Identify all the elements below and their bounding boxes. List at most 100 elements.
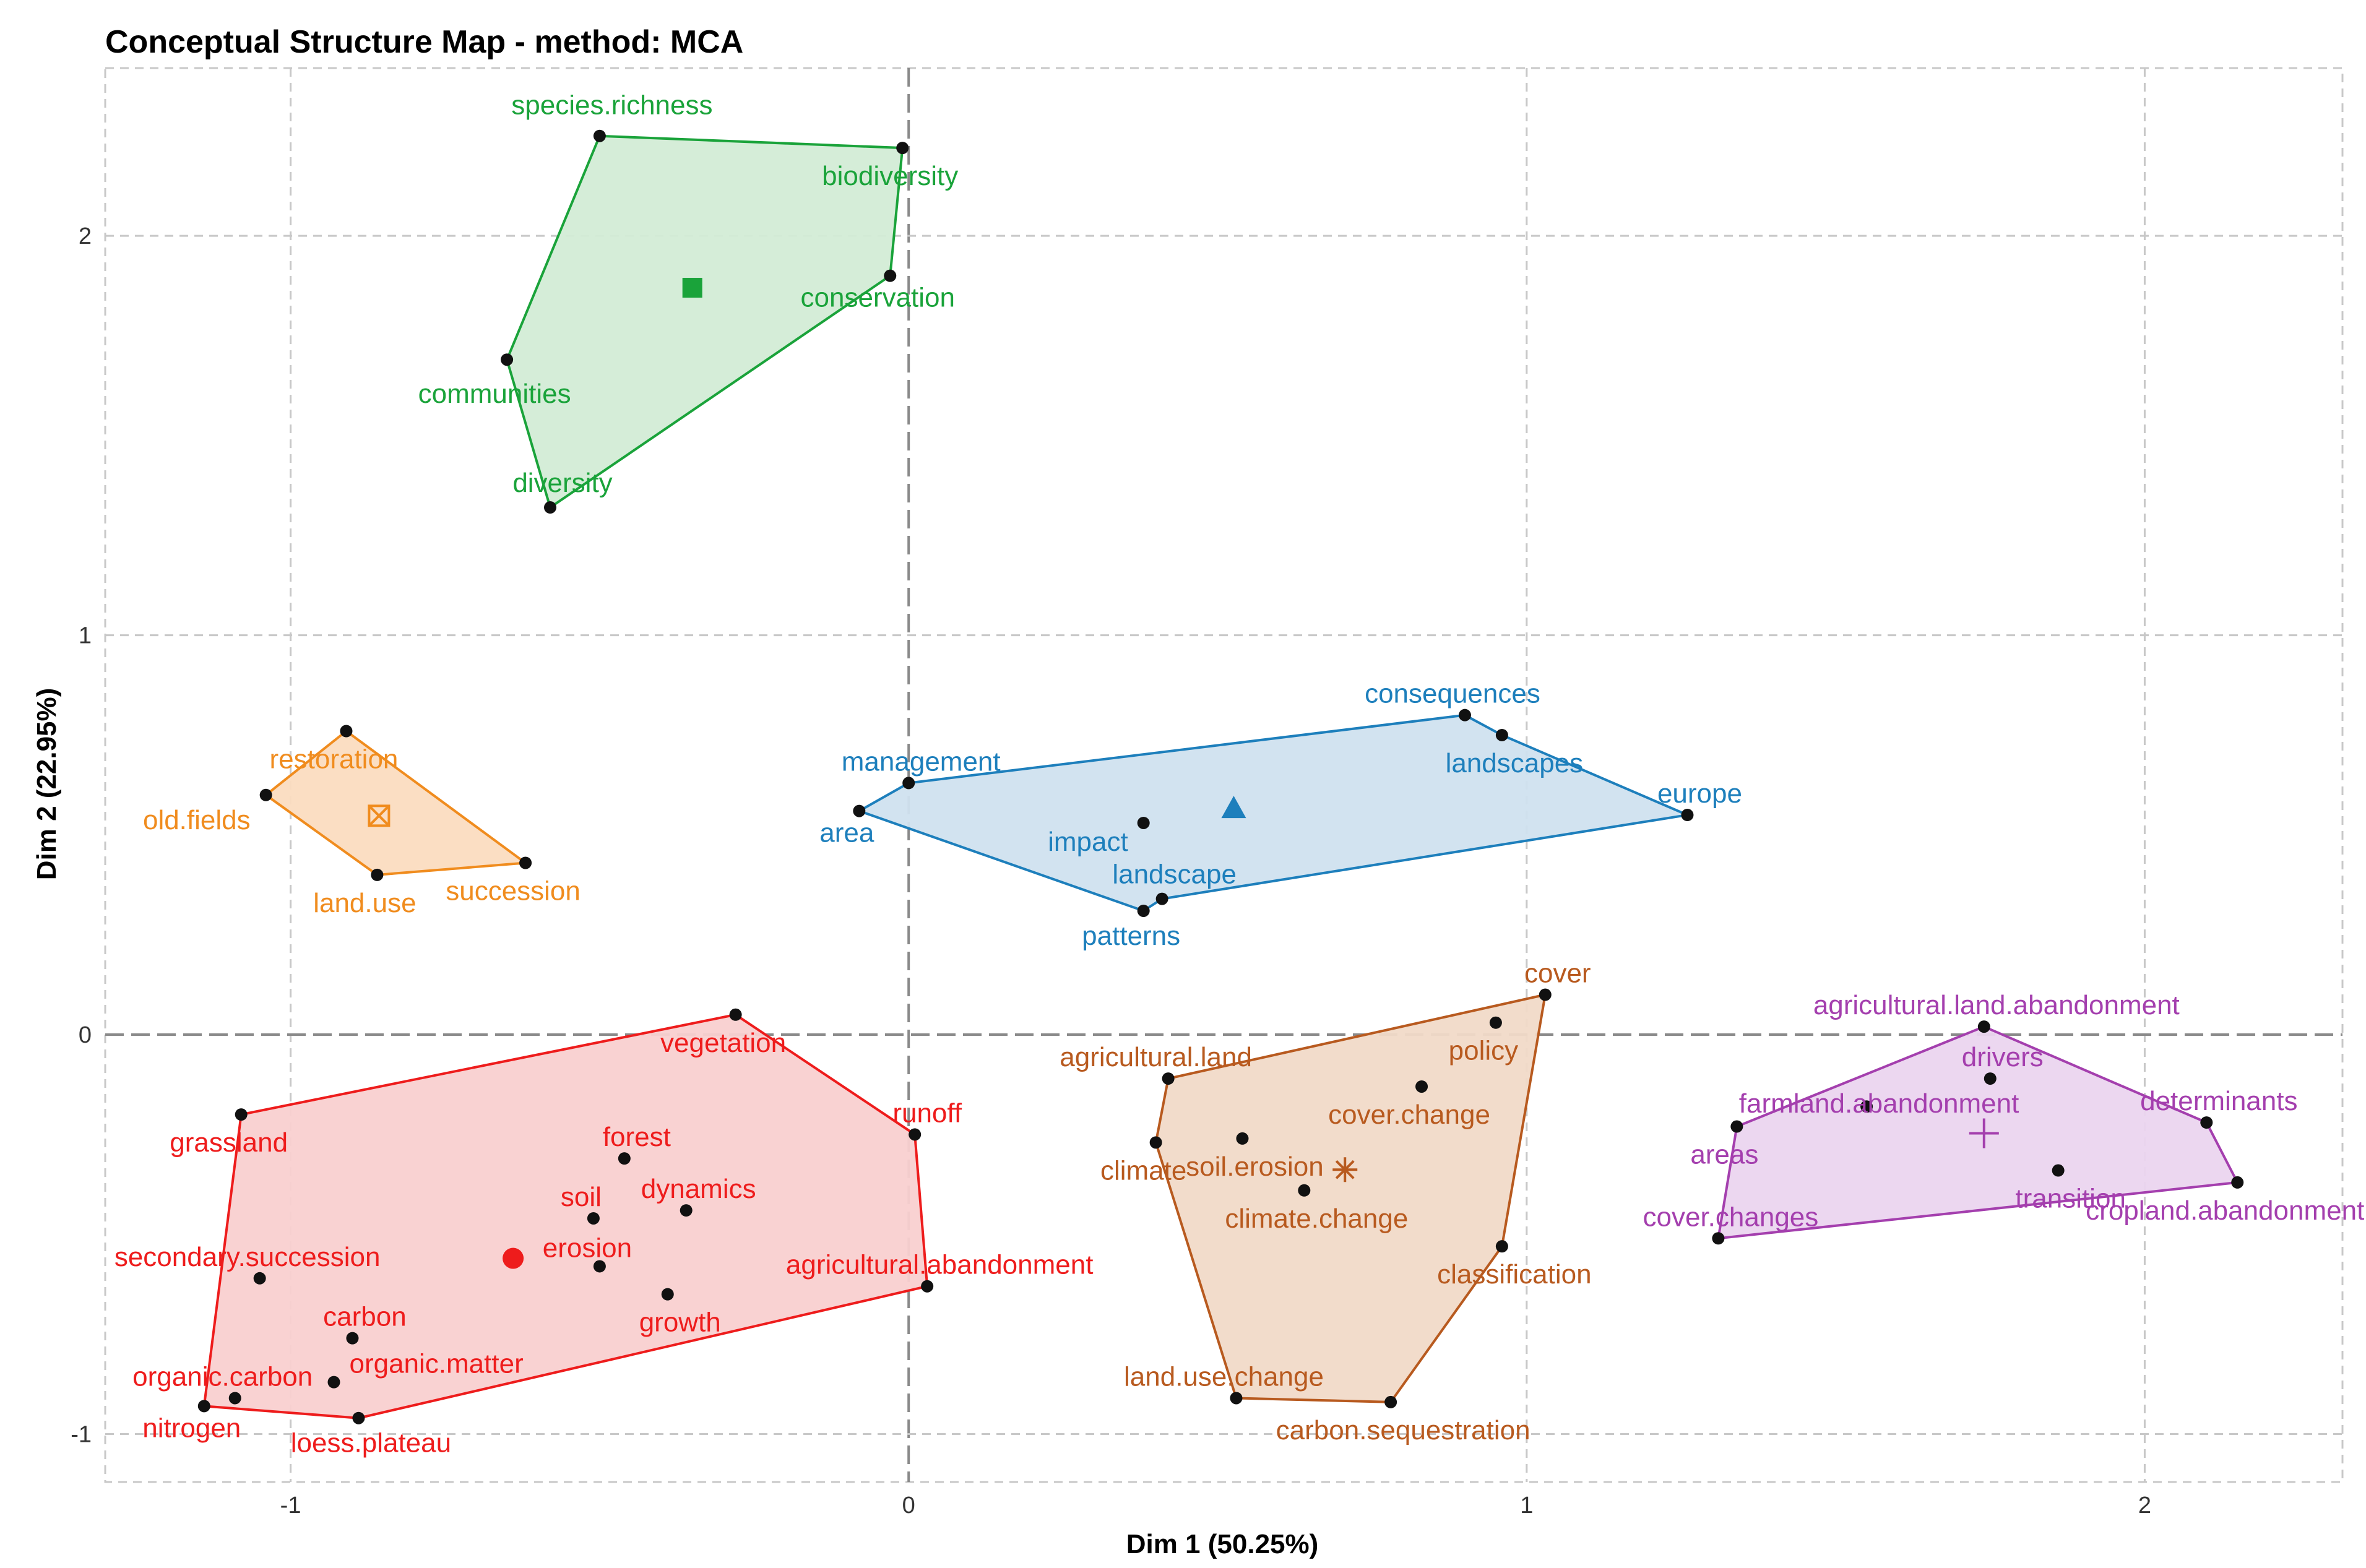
point-communities <box>501 353 514 366</box>
label-layer: species.richness biodiversity conservation… <box>114 90 2364 1458</box>
label-runoff: runoff <box>892 1098 962 1128</box>
label-areas: areas <box>1690 1140 1758 1170</box>
point-vegetation <box>729 1008 742 1021</box>
point-conservation <box>884 269 897 282</box>
cluster-blue-centroid <box>1221 796 1246 819</box>
point-patterns <box>1137 904 1150 917</box>
point-drivers <box>1984 1072 1997 1085</box>
grid-layer <box>104 67 2344 1483</box>
point-restoration <box>340 725 353 738</box>
x-axis-title: Dim 1 (50.25%) <box>1126 1529 1319 1559</box>
point-succession <box>519 856 532 869</box>
point-dynamics <box>680 1204 693 1217</box>
point-landscapes <box>1495 728 1508 741</box>
point-soil <box>587 1212 600 1225</box>
point-classification <box>1495 1240 1508 1253</box>
y-tick-label: -1 <box>71 1422 92 1448</box>
point-policy <box>1489 1016 1502 1029</box>
point-layer <box>197 129 2244 1424</box>
y-axis-title: Dim 2 (22.95%) <box>32 688 62 881</box>
y-tick-label: 0 <box>79 1022 92 1048</box>
point-climate-change <box>1298 1184 1311 1197</box>
label-species-richness: species.richness <box>511 90 712 121</box>
label-landscape: landscape <box>1112 859 1237 890</box>
y-tick-label: 2 <box>79 223 92 249</box>
label-climate: climate <box>1100 1155 1186 1186</box>
label-restoration: restoration <box>270 744 399 774</box>
cluster-orange-centroid <box>368 804 391 827</box>
label-consequences: consequences <box>1365 679 1540 709</box>
x-tick-label: 0 <box>902 1493 915 1518</box>
panel-border <box>104 67 2344 1483</box>
point-cover <box>1539 988 1552 1001</box>
point-land-use <box>371 868 384 881</box>
cluster-red-centroid <box>503 1247 524 1269</box>
point-diversity <box>544 501 557 514</box>
label-succession: succession <box>446 876 581 907</box>
point-areas <box>1730 1120 1743 1133</box>
cluster-brown-centroid-stroke-3 <box>1335 1160 1355 1179</box>
label-forest: forest <box>603 1122 671 1152</box>
point-land-use-change <box>1230 1392 1243 1405</box>
point-cover-changes <box>1712 1232 1725 1245</box>
x-tick-label: -1 <box>280 1493 301 1518</box>
label-land-use-change: land.use.change <box>1124 1361 1324 1392</box>
point-determinants <box>2200 1116 2213 1129</box>
point-consequences <box>1458 709 1471 722</box>
point-biodiversity <box>896 142 909 155</box>
label-classification: classification <box>1437 1259 1591 1290</box>
label-cover-changes: cover.changes <box>1643 1202 1819 1232</box>
label-organic-matter: organic.matter <box>349 1349 523 1379</box>
point-erosion <box>593 1260 606 1273</box>
point-area <box>853 804 866 817</box>
point-impact <box>1137 816 1150 829</box>
label-grassland: grassland <box>170 1127 288 1158</box>
point-grassland <box>235 1108 248 1121</box>
point-species-richness <box>593 129 606 142</box>
label-erosion: erosion <box>543 1233 632 1263</box>
cluster-green-centroid <box>682 278 702 298</box>
label-nitrogen: nitrogen <box>142 1413 241 1443</box>
point-carbon <box>346 1332 359 1345</box>
cluster-purple-centroid <box>1969 1118 1999 1148</box>
label-diversity: diversity <box>512 468 612 498</box>
label-soil-erosion: soil.erosion <box>1186 1152 1324 1182</box>
label-conservation: conservation <box>801 283 955 313</box>
cluster-green-hull <box>505 134 904 510</box>
point-climate <box>1149 1136 1162 1149</box>
x-tick-label: 2 <box>2138 1493 2151 1518</box>
label-landscapes: landscapes <box>1446 748 1584 778</box>
point-runoff <box>909 1128 922 1141</box>
label-organic-carbon: organic.carbon <box>132 1361 313 1392</box>
label-land-use: land.use <box>313 888 416 918</box>
label-carbon: carbon <box>323 1302 407 1332</box>
point-organic-matter <box>327 1376 340 1389</box>
point-growth <box>661 1288 674 1301</box>
label-drivers: drivers <box>1962 1042 2044 1072</box>
point-agricultural-land <box>1162 1072 1175 1085</box>
point-farmland-abandonment <box>1860 1100 1873 1113</box>
cluster-red-hull <box>202 1013 929 1419</box>
label-cover: cover <box>1524 958 1591 989</box>
cluster-orange-centroid-box <box>368 804 391 827</box>
point-soil-erosion <box>1236 1132 1249 1145</box>
point-agricultural-abandonment <box>921 1280 934 1293</box>
label-management: management <box>842 746 1001 777</box>
point-secondary-succession <box>253 1272 266 1285</box>
label-carbon-sequestration: carbon.sequestration <box>1276 1415 1531 1445</box>
label-biodiversity: biodiversity <box>822 161 958 191</box>
point-loess-plateau <box>352 1411 365 1424</box>
label-determinants: determinants <box>2140 1086 2297 1116</box>
point-forest <box>618 1152 631 1165</box>
label-farmland-abandonment: farmland.abandonment <box>1739 1088 2019 1119</box>
tick-layer: -1 0 1 2 -1 0 1 2 <box>71 223 2151 1518</box>
label-cropland-abandonment: cropland.abandonment <box>2086 1195 2364 1226</box>
label-dynamics: dynamics <box>641 1174 756 1204</box>
label-agricultural-land: agricultural.land <box>1060 1042 1252 1072</box>
label-communities: communities <box>418 379 571 409</box>
label-europe: europe <box>1657 778 1742 809</box>
x-tick-label: 1 <box>1520 1493 1533 1518</box>
label-vegetation: vegetation <box>660 1028 786 1058</box>
point-carbon-sequestration <box>1384 1395 1397 1408</box>
